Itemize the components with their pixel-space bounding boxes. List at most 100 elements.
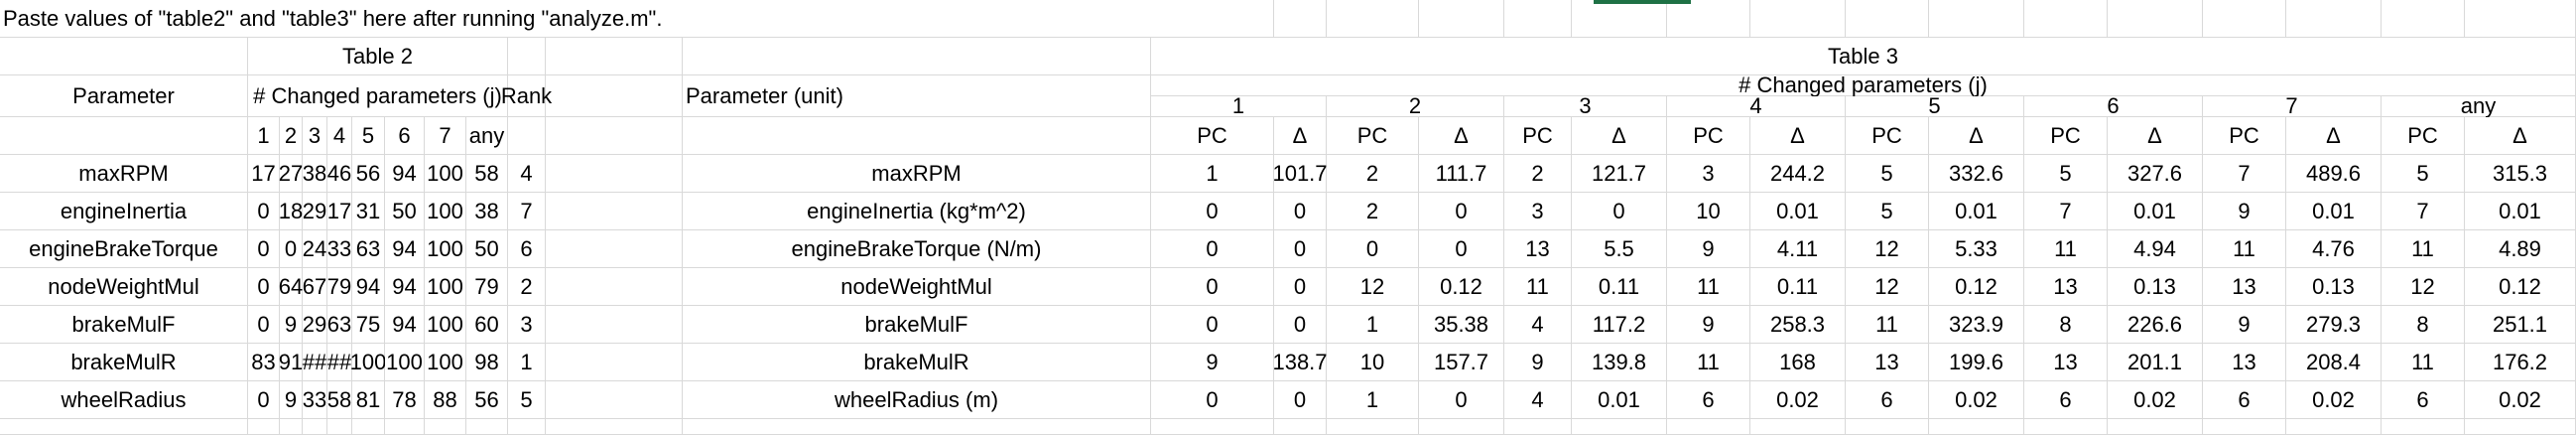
grid-cell[interactable] — [1572, 0, 1667, 38]
table3-cell[interactable]: 35.38 — [1419, 306, 1504, 344]
table3-cell[interactable]: 7 — [2203, 155, 2286, 193]
grid-cell[interactable] — [683, 419, 1151, 435]
grid-cell[interactable] — [546, 306, 683, 344]
table2-cell[interactable]: 56 — [352, 155, 385, 193]
grid-cell[interactable] — [2382, 0, 2465, 38]
table3-cell[interactable]: 0.01 — [2108, 193, 2203, 230]
table3-cell[interactable]: 7 — [2024, 193, 2108, 230]
grid-cell[interactable] — [508, 38, 546, 75]
grid-cell[interactable] — [508, 419, 546, 435]
table2-cell[interactable]: 60 — [466, 306, 508, 344]
table2-cell[interactable]: 100 — [425, 193, 466, 230]
table3-cell[interactable]: 0 — [1274, 381, 1327, 419]
table3-cell[interactable]: 0.02 — [1929, 381, 2024, 419]
table2-cell[interactable]: 46 — [327, 155, 352, 193]
table3-cell[interactable]: 0 — [1419, 381, 1504, 419]
table2-cell[interactable]: 31 — [352, 193, 385, 230]
table3-cell[interactable]: 2 — [1327, 193, 1419, 230]
table3-cell[interactable]: 323.9 — [1929, 306, 2024, 344]
table2-row-param[interactable]: engineInertia — [0, 193, 248, 230]
grid-cell[interactable] — [2203, 0, 2286, 38]
table2-cell[interactable]: 17 — [248, 155, 280, 193]
table2-subheader-3[interactable]: 3 — [303, 117, 327, 155]
table3-cell[interactable]: 0.13 — [2286, 268, 2382, 306]
table3-subheader-pc[interactable]: PC — [1667, 117, 1750, 155]
table2-cell[interactable]: 94 — [385, 268, 425, 306]
grid-cell[interactable] — [1929, 419, 2024, 435]
grid-cell[interactable] — [546, 75, 683, 117]
grid-cell[interactable] — [546, 381, 683, 419]
table3-subheader-delta[interactable]: Δ — [1750, 117, 1846, 155]
table2-cell[interactable]: 17 — [327, 193, 352, 230]
table3-row-param[interactable]: engineInertia (kg*m^2) — [683, 193, 1151, 230]
table3-group-header-7[interactable]: 7 — [2203, 95, 2382, 117]
table3-cell[interactable]: 3 — [1504, 193, 1572, 230]
table2-cell[interactable]: 94 — [385, 230, 425, 268]
table3-cell[interactable]: 12 — [1327, 268, 1419, 306]
table3-cell[interactable]: 168 — [1750, 344, 1846, 381]
grid-cell[interactable] — [2465, 419, 2576, 435]
grid-cell[interactable] — [1572, 419, 1667, 435]
table3-group-header-6[interactable]: 6 — [2024, 95, 2203, 117]
table3-cell[interactable]: 6 — [1667, 381, 1750, 419]
table3-group-header-1[interactable]: 1 — [1151, 95, 1327, 117]
table2-rank-cell[interactable]: 5 — [508, 381, 546, 419]
grid-cell[interactable] — [1846, 419, 1929, 435]
table3-subheader-delta[interactable]: Δ — [2465, 117, 2576, 155]
table3-cell[interactable]: 11 — [2382, 230, 2465, 268]
grid-cell[interactable] — [546, 117, 683, 155]
table2-changed-params-header[interactable]: # Changed parameters (j) — [248, 75, 508, 117]
grid-cell[interactable] — [2382, 419, 2465, 435]
grid-cell[interactable] — [1151, 0, 1274, 38]
table2-rank-cell[interactable]: 2 — [508, 268, 546, 306]
table2-cell[interactable]: 94 — [385, 155, 425, 193]
table2-cell[interactable]: 0 — [248, 230, 280, 268]
table3-cell[interactable]: 11 — [2024, 230, 2108, 268]
grid-cell[interactable] — [0, 419, 248, 435]
table3-cell[interactable]: 1 — [1151, 155, 1274, 193]
grid-cell[interactable] — [546, 419, 683, 435]
table3-cell[interactable]: 6 — [2024, 381, 2108, 419]
grid-cell[interactable] — [1327, 419, 1419, 435]
table3-subheader-delta[interactable]: Δ — [2108, 117, 2203, 155]
table3-cell[interactable]: 0.12 — [1929, 268, 2024, 306]
table3-cell[interactable]: 4 — [1504, 306, 1572, 344]
table3-cell[interactable]: 121.7 — [1572, 155, 1667, 193]
table3-cell[interactable]: 0 — [1419, 230, 1504, 268]
table3-cell[interactable]: 12 — [2382, 268, 2465, 306]
table3-row-param[interactable]: brakeMulF — [683, 306, 1151, 344]
table2-row-param[interactable]: nodeWeightMul — [0, 268, 248, 306]
table2-cell[interactable]: 0 — [248, 381, 280, 419]
table2-title[interactable]: Table 2 — [248, 38, 508, 75]
grid-cell[interactable] — [683, 117, 1151, 155]
table3-cell[interactable]: 0 — [1327, 230, 1419, 268]
table3-cell[interactable]: 5.5 — [1572, 230, 1667, 268]
table2-row-param[interactable]: wheelRadius — [0, 381, 248, 419]
table2-cell[interactable]: 81 — [352, 381, 385, 419]
table3-cell[interactable]: 0.01 — [2465, 193, 2576, 230]
table3-cell[interactable]: 0.12 — [1419, 268, 1504, 306]
table3-cell[interactable]: 6 — [1846, 381, 1929, 419]
table2-cell[interactable]: 63 — [352, 230, 385, 268]
table2-cell[interactable]: 67 — [303, 268, 327, 306]
table3-cell[interactable]: 0.12 — [2465, 268, 2576, 306]
table2-cell[interactable]: 27 — [279, 155, 303, 193]
table3-cell[interactable]: 8 — [2024, 306, 2108, 344]
table3-cell[interactable]: 0 — [1151, 230, 1274, 268]
table2-cell[interactable]: 64 — [279, 268, 303, 306]
grid-cell[interactable] — [683, 38, 1151, 75]
table2-cell[interactable]: 38 — [303, 155, 327, 193]
grid-cell[interactable] — [508, 117, 546, 155]
table2-cell[interactable]: ## — [303, 344, 327, 381]
table3-cell[interactable]: 4.89 — [2465, 230, 2576, 268]
grid-cell[interactable] — [2108, 0, 2203, 38]
table3-cell[interactable]: 10 — [1667, 193, 1750, 230]
table3-cell[interactable]: 0.02 — [2286, 381, 2382, 419]
grid-cell[interactable] — [1274, 419, 1327, 435]
grid-cell[interactable] — [1274, 0, 1327, 38]
table3-cell[interactable]: 117.2 — [1572, 306, 1667, 344]
table3-cell[interactable]: 4.11 — [1750, 230, 1846, 268]
table2-cell[interactable]: 100 — [425, 230, 466, 268]
table3-cell[interactable]: 0.02 — [2108, 381, 2203, 419]
table2-subheader-5[interactable]: 5 — [352, 117, 385, 155]
